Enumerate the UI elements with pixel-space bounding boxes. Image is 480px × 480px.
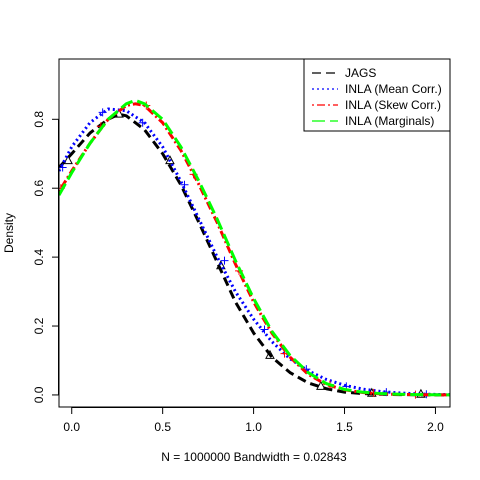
x-axis: 0.0 0.5 1.0 1.5 2.0 <box>63 407 444 434</box>
series-line <box>59 102 450 397</box>
y-tick-label: 0.6 <box>32 180 46 197</box>
y-axis: 0.0 0.2 0.4 0.6 0.8 <box>32 111 59 403</box>
y-tick-label: 0.0 <box>32 386 46 403</box>
x-tick-label: 0.0 <box>63 420 80 434</box>
plus-marker <box>98 108 107 117</box>
triangle-marker <box>165 155 175 165</box>
x-tick-label: 1.0 <box>245 420 262 434</box>
series-line <box>59 112 450 397</box>
triangle-marker <box>316 380 326 390</box>
series-0 <box>59 108 450 398</box>
legend-entry: INLA (Mean Corr.) <box>312 82 442 96</box>
series-line <box>59 98 450 397</box>
y-tick-label: 0.2 <box>32 317 46 334</box>
plus-marker <box>138 118 147 127</box>
x-axis-label: N = 1000000 Bandwidth = 0.02843 <box>161 450 347 464</box>
legend-label: JAGS <box>345 66 376 80</box>
x-tick-label: 0.5 <box>154 420 171 434</box>
y-tick-label: 0.4 <box>32 248 46 265</box>
legend-box <box>303 58 451 132</box>
y-tick-label: 0.8 <box>32 111 46 128</box>
plus-marker <box>220 256 229 265</box>
plus-marker <box>180 180 189 189</box>
triangle-marker <box>63 155 73 165</box>
legend-entry: JAGS <box>312 66 376 80</box>
series-1 <box>59 107 450 399</box>
series-line <box>59 107 450 397</box>
x-tick-label: 2.0 <box>427 420 444 434</box>
series-layer <box>59 98 450 399</box>
legend-entry: INLA (Marginals) <box>312 114 434 128</box>
series-3 <box>59 98 450 397</box>
y-axis-label: Density <box>2 213 16 253</box>
legend-label: INLA (Marginals) <box>345 114 434 128</box>
triangle-marker <box>216 260 226 270</box>
legend: JAGS INLA (Mean Corr.) INLA (Skew Corr.) IN… <box>303 58 451 132</box>
legend-label: INLA (Skew Corr.) <box>345 98 441 112</box>
x-tick-label: 1.5 <box>336 420 353 434</box>
triangle-marker <box>265 349 275 359</box>
legend-label: INLA (Mean Corr.) <box>345 82 442 96</box>
series-2 <box>59 101 450 399</box>
plus-marker <box>260 325 269 334</box>
plus-marker <box>59 163 67 172</box>
legend-entry: INLA (Skew Corr.) <box>312 98 441 112</box>
